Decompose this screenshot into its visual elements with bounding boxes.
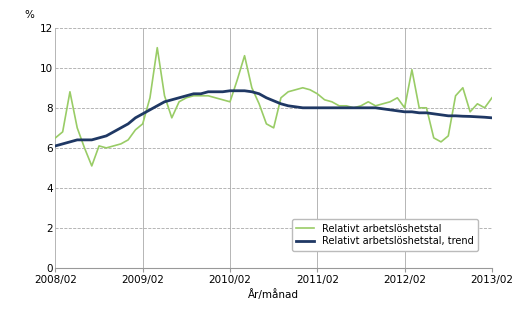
Relativt arbetslöshetstal (169, 116, 175, 120)
Relativt arbetslöshetstal, trend (292, 105, 298, 109)
Relativt arbetslöshetstal (147, 96, 153, 100)
X-axis label: År/månad: År/månad (248, 289, 299, 300)
Relativt arbetslöshetstal, trend (140, 112, 146, 116)
Relativt arbetslöshetstal, trend (154, 104, 160, 108)
Line: Relativt arbetslöshetstal: Relativt arbetslöshetstal (56, 48, 492, 166)
Relativt arbetslöshetstal, trend (489, 116, 495, 120)
Relativt arbetslöshetstal (299, 86, 306, 90)
Relativt arbetslöshetstal, trend (438, 113, 444, 117)
Relativt arbetslöshetstal, trend (205, 90, 211, 94)
Relativt arbetslöshetstal, trend (52, 144, 59, 148)
Relativt arbetslöshetstal (52, 136, 59, 140)
Relativt arbetslöshetstal (220, 98, 226, 102)
Line: Relativt arbetslöshetstal, trend: Relativt arbetslöshetstal, trend (56, 91, 492, 146)
Relativt arbetslöshetstal (329, 100, 335, 104)
Legend: Relativt arbetslöshetstal, Relativt arbetslöshetstal, trend: Relativt arbetslöshetstal, Relativt arbe… (292, 219, 479, 251)
Relativt arbetslöshetstal (489, 96, 495, 100)
Relativt arbetslöshetstal (154, 46, 160, 50)
Relativt arbetslöshetstal, trend (321, 106, 327, 110)
Relativt arbetslöshetstal (445, 134, 452, 138)
Relativt arbetslöshetstal (89, 164, 95, 168)
Y-axis label: %: % (24, 10, 34, 20)
Relativt arbetslöshetstal, trend (227, 89, 233, 93)
